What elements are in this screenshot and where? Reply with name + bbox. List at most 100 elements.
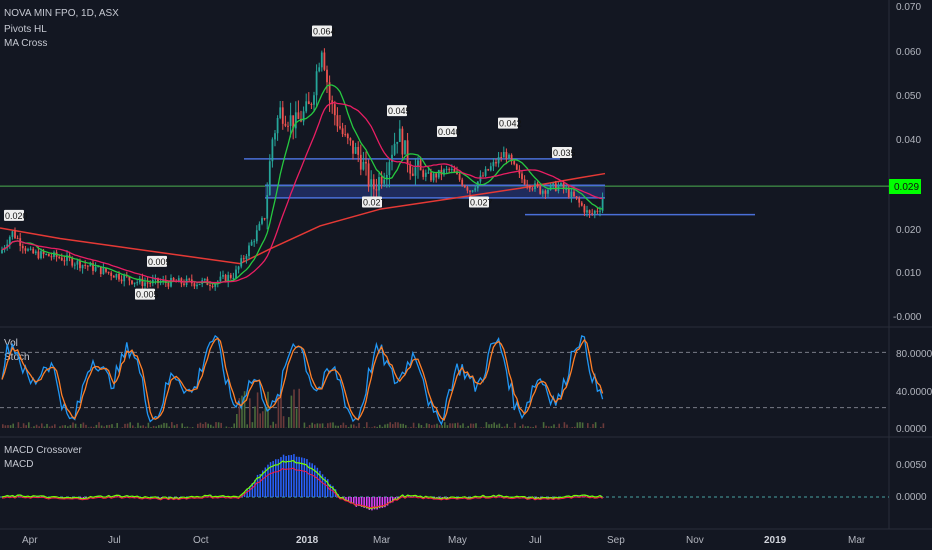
candle-body: [21, 245, 24, 249]
candle-body: [596, 210, 599, 212]
stoch-d-line: [1, 337, 604, 421]
candle-body: [354, 146, 357, 154]
candle-body: [242, 258, 245, 260]
candle-body: [66, 255, 68, 261]
volume-bar: [228, 427, 230, 428]
candle-body: [448, 168, 451, 170]
candle-body: [279, 107, 282, 119]
candle-body: [365, 161, 367, 164]
candle-body: [406, 140, 409, 165]
volume-bar: [17, 422, 20, 428]
volume-bar: [38, 426, 40, 428]
candle-body: [183, 283, 185, 285]
candle-body: [287, 125, 289, 127]
candle-body: [268, 161, 271, 196]
volume-bar: [563, 422, 566, 428]
candle-body: [541, 190, 544, 194]
candle-body: [81, 264, 84, 269]
macd-hist-bar: [438, 497, 441, 499]
macd-hist-bar: [368, 497, 371, 510]
candle-body: [536, 183, 539, 187]
volume-bar: [9, 425, 12, 428]
macd-hist-bar: [314, 465, 316, 497]
candle-body: [235, 269, 237, 278]
candle-body: [133, 282, 136, 284]
volume-bar: [418, 423, 420, 428]
candle-body: [144, 282, 146, 286]
volume-bar: [303, 422, 306, 428]
volume-bar: [394, 422, 397, 428]
volume-bar: [366, 422, 368, 428]
volume-bar: [269, 425, 272, 428]
volume-bar: [405, 425, 407, 428]
volume-bar: [207, 423, 209, 428]
candle-body: [240, 258, 243, 267]
price-tick: 0.050: [896, 91, 921, 102]
candle-body: [136, 282, 139, 284]
candle-body: [362, 161, 365, 170]
candle-body: [359, 154, 362, 170]
volume-bar: [82, 422, 85, 428]
macd-hist-bar: [584, 494, 586, 497]
candle-body: [328, 82, 331, 101]
volume-bar: [20, 427, 22, 428]
candle-body: [229, 274, 232, 278]
candle-body: [443, 169, 445, 175]
volume-bar: [488, 424, 490, 428]
volume-bar: [436, 423, 438, 428]
volume-bar: [90, 426, 92, 428]
volume-bar: [314, 424, 316, 428]
candle-body: [336, 115, 339, 127]
pivot-label: 0.027: [363, 198, 386, 208]
candle-body: [521, 173, 523, 180]
volume-bar: [379, 424, 381, 428]
candle-body: [424, 172, 427, 177]
volume-bar: [529, 426, 532, 428]
candle-body: [97, 266, 100, 268]
candle-body: [375, 189, 378, 191]
volume-bar: [449, 423, 451, 428]
volume-bar: [402, 423, 404, 428]
macd-signal-line: [1, 467, 603, 509]
volume-bar: [574, 426, 576, 428]
stoch-tick: 40.0000: [896, 387, 932, 398]
macd-hist-bar: [158, 497, 160, 499]
volume-bar: [397, 422, 399, 428]
candle-body: [528, 185, 531, 189]
candle-body: [16, 238, 19, 240]
candle-body: [417, 160, 419, 168]
pivot-label: 0.027: [470, 198, 493, 208]
candle-body: [515, 164, 518, 170]
macd-hist-bar: [306, 459, 308, 497]
candle-body: [500, 157, 503, 159]
volume-bar: [475, 423, 477, 428]
last-price-label: 0.029: [894, 182, 919, 193]
volume-bar: [64, 425, 66, 428]
volume-bar: [558, 423, 560, 428]
candle-body: [37, 251, 40, 259]
volume-bar: [295, 408, 298, 428]
macd-hist-bar: [275, 459, 277, 497]
stoch-tick: 0.0000: [896, 424, 927, 435]
candle-body: [430, 172, 432, 181]
volume-bar: [600, 426, 602, 428]
candle-body: [42, 251, 45, 255]
macd-hist-bar: [301, 457, 303, 497]
candle-body: [333, 104, 336, 116]
candle-body: [86, 265, 89, 267]
volume-bar: [95, 424, 98, 428]
candle-body: [261, 218, 263, 224]
candle-body: [297, 112, 300, 119]
candle-body: [253, 241, 256, 243]
volume-bar: [548, 426, 550, 428]
macd-hist-bar: [345, 497, 347, 501]
volume-bar: [425, 423, 428, 428]
volume-bar: [503, 426, 506, 428]
volume-bar: [454, 423, 456, 428]
volume-bar: [165, 423, 168, 428]
volume-bar: [98, 422, 100, 428]
volume-bar: [46, 423, 48, 428]
volume-bar: [470, 423, 472, 428]
candle-body: [138, 278, 141, 283]
